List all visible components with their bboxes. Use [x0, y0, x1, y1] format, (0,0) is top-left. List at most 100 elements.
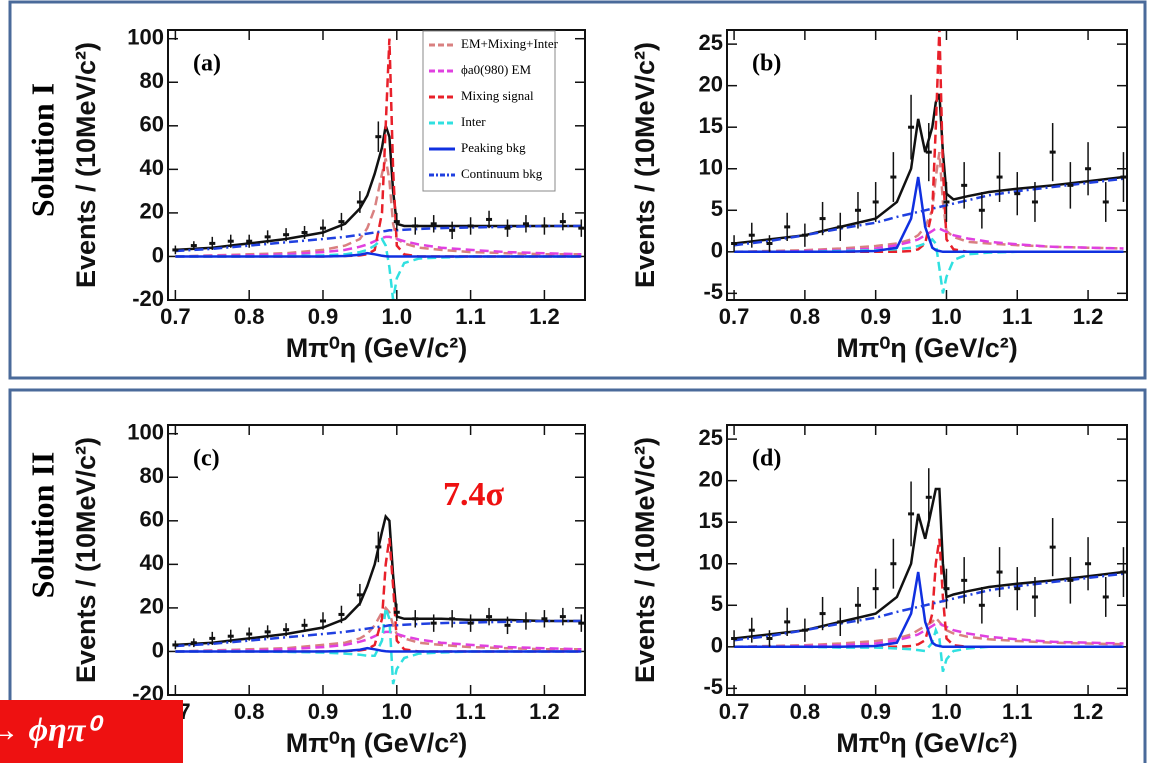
x-tick-label: 1.1: [1002, 304, 1033, 329]
data-point: [1067, 578, 1074, 582]
x-tick-label: 1.2: [529, 304, 560, 329]
data-point: [301, 623, 308, 627]
plot-frame: [726, 29, 1128, 301]
y-tick-label: 80: [140, 68, 164, 93]
data-point: [801, 628, 808, 632]
x-axis-title: Mπ⁰η (GeV/c²): [836, 728, 1018, 758]
data-point: [925, 495, 932, 499]
data-point: [486, 615, 493, 619]
x-tick-label: 0.8: [234, 699, 265, 724]
data-point: [1085, 167, 1092, 171]
x-tick-label: 0.8: [234, 304, 265, 329]
data-point: [301, 231, 308, 234]
fit-curve: [175, 619, 582, 648]
fit-curve: [733, 572, 1124, 642]
data-point: [264, 235, 271, 239]
data-point: [819, 612, 826, 616]
data-point: [908, 125, 915, 129]
data-point: [227, 634, 234, 638]
panel: -5 0 5 10 15 20 25 0.7 0.8 0.9 1.0 1.1 1.2 Mπ⁰η (GeV/…: [630, 424, 1128, 758]
fit-curve: [734, 615, 1124, 649]
legend-label: Inter: [461, 114, 486, 129]
y-tick-label: 25: [699, 30, 723, 55]
fit-curve: [734, 176, 1124, 254]
x-axis-title: Mπ⁰η (GeV/c²): [286, 333, 468, 363]
fit-curve: [175, 158, 582, 258]
data-point: [872, 587, 879, 591]
data-point: [996, 175, 1003, 179]
legend-label: Continuum bkg: [461, 166, 543, 181]
y-tick-label: 15: [699, 508, 723, 533]
x-tick-label: 1.0: [381, 699, 412, 724]
y-tick-label: 25: [699, 425, 723, 450]
y-tick-label: 40: [140, 550, 164, 575]
panel-label: (a): [193, 51, 221, 77]
y-tick-label: 5: [711, 591, 723, 616]
data-point: [784, 620, 791, 624]
fit-curve: [175, 630, 582, 653]
side-label: Solution II: [24, 452, 60, 599]
data-point: [209, 636, 216, 640]
x-tick-label: 1.2: [1073, 699, 1104, 724]
data-point: [172, 248, 179, 252]
y-tick-label: 10: [699, 155, 723, 180]
fit-curve: [175, 237, 582, 300]
x-tick-label: 0.8: [790, 699, 821, 724]
legend-label: Mixing signal: [461, 88, 534, 103]
y-tick-label: -5: [703, 674, 723, 699]
data-point: [283, 628, 290, 632]
data-point: [890, 562, 897, 566]
data-point: [872, 200, 879, 204]
data-point: [578, 621, 585, 625]
data-point: [522, 222, 529, 226]
y-tick-label: 20: [699, 71, 723, 96]
data-point: [338, 220, 345, 224]
y-tick-label: 20: [140, 594, 164, 619]
y-tick-label: 60: [140, 112, 164, 137]
x-tick-label: 1.0: [381, 304, 412, 329]
data-point: [1067, 183, 1074, 187]
data-point: [748, 233, 755, 237]
x-tick-label: 1.2: [1073, 304, 1104, 329]
x-tick-label: 1.0: [931, 699, 962, 724]
fit-curve: [734, 151, 1124, 254]
x-tick-label: 0.7: [160, 304, 191, 329]
legend-label: Peaking bkg: [461, 140, 526, 155]
data-point: [1014, 587, 1021, 591]
plot-area: [731, 468, 1127, 673]
data-point: [430, 222, 437, 226]
data-point: [246, 632, 253, 636]
data-point: [227, 239, 234, 243]
data-point: [978, 208, 985, 212]
x-axis-title: Mπ⁰η (GeV/c²): [286, 728, 468, 758]
x-tick-label: 1.1: [455, 304, 486, 329]
y-tick-label: 5: [711, 196, 723, 221]
y-tick-label: -5: [703, 279, 723, 304]
x-tick-label: 1.1: [1002, 699, 1033, 724]
x-tick-label: 0.7: [719, 699, 750, 724]
data-point: [1085, 562, 1092, 566]
data-point: [559, 615, 566, 619]
data-point: [819, 217, 826, 221]
data-point: [449, 228, 456, 232]
fit-curve: [733, 487, 1124, 640]
data-point: [319, 226, 326, 230]
data-point: [430, 621, 437, 625]
panel-label: (d): [752, 446, 781, 472]
data-point: [1031, 595, 1038, 599]
data-point: [890, 175, 897, 179]
y-tick-label: 15: [699, 113, 723, 138]
data-point: [264, 630, 271, 634]
data-point: [246, 239, 253, 243]
fit-curve: [175, 224, 582, 253]
data-point: [190, 641, 197, 645]
plot-frame: [167, 424, 586, 696]
y-tick-label: 10: [699, 550, 723, 575]
plot-area: [172, 38, 585, 300]
x-tick-label: 0.9: [860, 304, 891, 329]
y-axis-title: Events / (10MeV/c²): [71, 437, 101, 683]
fit-curve: [734, 622, 1124, 649]
data-point: [412, 617, 419, 621]
